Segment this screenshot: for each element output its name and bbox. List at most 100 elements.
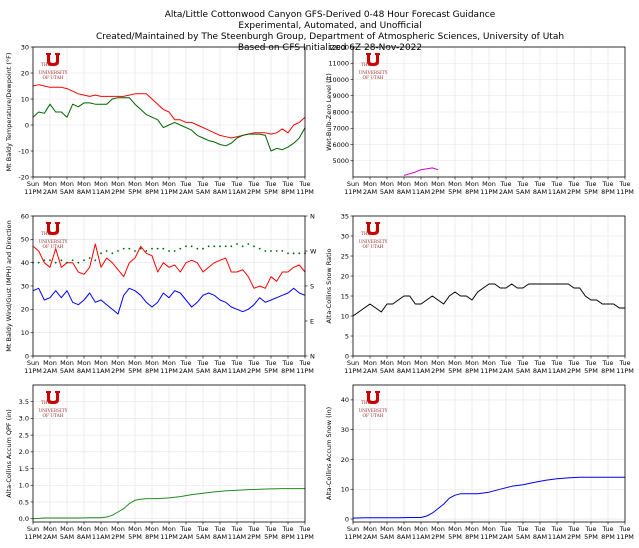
direction-point xyxy=(196,247,199,250)
x-tick-label-time: 5PM xyxy=(584,188,598,196)
x-tick-label-time: 11AM xyxy=(92,533,110,541)
x-tick-label-day: Mon xyxy=(111,525,125,533)
x-tick-label-time: 2AM xyxy=(179,188,193,196)
x-tick-label-day: Mon xyxy=(482,180,496,188)
direction-point xyxy=(156,247,159,250)
x-tick-label-day: Tue xyxy=(247,525,259,533)
direction-point xyxy=(173,250,176,252)
y-axis-label: Mt Baldy Temperature/Dewpoint (°F) xyxy=(5,53,13,172)
x-tick-label-day: Mon xyxy=(77,180,91,188)
direction-point xyxy=(71,259,74,262)
x-tick-label-time: 11PM xyxy=(160,533,178,541)
x-tick-label-day: Mon xyxy=(431,525,445,533)
direction-point xyxy=(168,250,170,252)
x-tick-label-day: Mon xyxy=(128,359,142,367)
x-tick-label-time: 8AM xyxy=(77,533,91,541)
x-tick-label-day: Tue xyxy=(196,359,208,367)
x-tick-label-time: 11PM xyxy=(24,188,42,196)
x-tick-label-time: 8PM xyxy=(281,533,295,541)
x-tick-label-time: 8PM xyxy=(145,533,159,541)
x-tick-label-day: Tue xyxy=(230,180,242,188)
x-tick-label-day: Mon xyxy=(482,359,496,367)
direction-tick-label: N xyxy=(310,212,315,220)
logo-text-of-utah: OF UTAH xyxy=(363,414,384,419)
direction-point xyxy=(151,247,153,250)
logo-text-university: UNIVERSITY xyxy=(359,240,388,245)
direction-point xyxy=(219,245,221,248)
plot-frame xyxy=(32,215,306,357)
block-u-icon xyxy=(46,53,60,66)
figure-title: Alta/Little Cottonwood Canyon GFS-Derive… xyxy=(96,10,564,53)
x-tick-label-day: Tue xyxy=(584,525,596,533)
x-tick-label-time: 5PM xyxy=(448,533,462,541)
y-tick-label: 5 xyxy=(345,332,349,340)
x-tick-label-time: 8AM xyxy=(77,188,91,196)
y-tick-label: 30 xyxy=(21,282,29,290)
direction-point xyxy=(230,245,233,248)
x-tick-label-time: 11AM xyxy=(412,367,430,375)
logo-text-the: THE xyxy=(361,232,371,237)
x-tick-label-time: 11PM xyxy=(24,367,42,375)
direction-point xyxy=(94,259,97,262)
block-u-icon xyxy=(46,222,60,235)
x-tick-label-time: 5PM xyxy=(448,367,462,375)
x-tick-label-time: 8PM xyxy=(465,367,479,375)
plot-frame xyxy=(32,384,306,523)
x-tick-label-day: Mon xyxy=(363,525,377,533)
x-tick-label-time: 2PM xyxy=(567,188,581,196)
series-line-temperature xyxy=(32,84,306,139)
direction-point xyxy=(83,259,85,262)
x-tick-label-day: Mon xyxy=(448,525,462,533)
x-tick-label-day: Tue xyxy=(281,180,293,188)
x-tick-label-time: 5AM xyxy=(516,367,530,375)
logo-text-the: THE xyxy=(41,63,51,68)
x-tick-label-day: Tue xyxy=(213,525,225,533)
x-tick-label-day: Tue xyxy=(567,180,579,188)
direction-tick-label: W xyxy=(310,247,317,255)
x-tick-label-day: Tue xyxy=(550,359,562,367)
x-tick-label-day: Sun xyxy=(27,180,39,188)
x-tick-label-day: Mon xyxy=(145,359,159,367)
direction-point xyxy=(105,250,108,252)
y-tick-label: 20 xyxy=(341,456,349,464)
y-axis-label: Alta-Collins Accum QPF (in) xyxy=(5,409,13,497)
x-tick-label-time: 11PM xyxy=(480,367,498,375)
direction-point xyxy=(185,245,187,248)
y-tick-label: 0.0 xyxy=(19,515,29,523)
x-tick-label-day: Mon xyxy=(60,359,74,367)
x-tick-label-time: 8AM xyxy=(77,367,91,375)
x-tick-label-time: 8PM xyxy=(281,188,295,196)
x-tick-label-time: 11PM xyxy=(296,367,314,375)
y-tick-label: 40 xyxy=(21,259,29,267)
x-tick-label-time: 5AM xyxy=(60,533,74,541)
y-tick-label: 0 xyxy=(25,352,29,360)
x-tick-label-day: Tue xyxy=(264,525,276,533)
y-tick-label: 20 xyxy=(21,306,29,314)
x-tick-label-time: 11PM xyxy=(160,367,178,375)
y-tick-label: 1.0 xyxy=(19,482,29,490)
x-tick-label-day: Tue xyxy=(601,525,613,533)
x-tick-label-time: 11PM xyxy=(344,367,362,375)
x-tick-label-time: 8PM xyxy=(601,533,615,541)
x-tick-label-time: 11AM xyxy=(228,188,246,196)
y-axis-label: Alta-Collins Snow Ratio xyxy=(325,249,333,324)
x-tick-label-time: 2PM xyxy=(567,533,581,541)
x-tick-label-time: 11PM xyxy=(296,188,314,196)
x-tick-label-day: Tue xyxy=(196,180,208,188)
logo-text-of-utah: OF UTAH xyxy=(363,76,384,81)
x-tick-label-day: Tue xyxy=(213,180,225,188)
direction-point xyxy=(54,261,57,264)
direction-point xyxy=(60,259,63,262)
x-tick-label-day: Tue xyxy=(516,525,528,533)
x-tick-label-day: Mon xyxy=(43,180,57,188)
x-tick-label-day: Mon xyxy=(397,180,411,188)
y-axis-label: Wet-Bulb-Zero Level (ft) xyxy=(325,73,333,151)
direction-point xyxy=(139,247,142,250)
x-tick-label-time: 2PM xyxy=(247,367,261,375)
x-tick-label-day: Mon xyxy=(162,180,176,188)
x-tick-label-time: 8AM xyxy=(397,533,411,541)
x-tick-label-time: 11PM xyxy=(160,188,178,196)
y-tick-label: -20 xyxy=(18,173,29,181)
x-tick-label-time: 2PM xyxy=(111,188,125,196)
x-tick-label-time: 5AM xyxy=(516,533,530,541)
